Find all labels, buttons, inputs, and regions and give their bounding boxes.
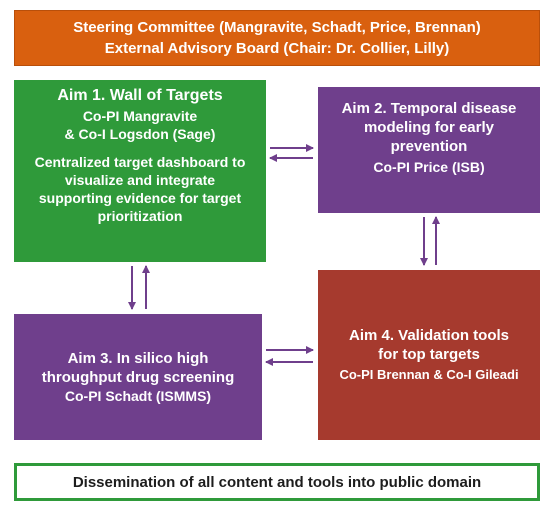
aim3-title-line-1: Aim 3. In silico high — [67, 350, 209, 367]
aim3-box: Aim 3. In silico high throughput drug sc… — [14, 314, 262, 440]
aim4-lead: Co-PI Brennan & Co-I Gileadi — [339, 367, 519, 382]
aim1-box: Aim 1. Wall of Targets Co-PI Mangravite … — [14, 80, 266, 262]
aim1-title: Aim 1. Wall of Targets — [57, 87, 223, 104]
aim1-desc-line-1: Centralized target dashboard to — [34, 154, 246, 170]
aim3-title-line-2: throughput drug screening — [41, 369, 235, 386]
steering-committee-text: Steering Committee (Mangravite, Schadt, … — [73, 19, 481, 36]
aim1-desc-line-3: supporting evidence for target — [38, 190, 242, 206]
steering-committee-box: Steering Committee (Mangravite, Schadt, … — [14, 10, 540, 66]
aim1-desc-line-2: visualize and integrate — [64, 172, 216, 188]
advisory-board-text: External Advisory Board (Chair: Dr. Coll… — [104, 40, 450, 57]
aim2-title: Aim 2. Temporal disease modeling for ear… — [332, 99, 527, 156]
aim1-lead-2: & Co-I Logsdon (Sage) — [64, 126, 216, 142]
aim1-description: Centralized target dashboard to visualiz… — [29, 153, 252, 225]
aim1-desc-line-4: prioritization — [97, 208, 183, 224]
aim2-title-line-1: Aim 2. Temporal disease — [341, 100, 517, 117]
aim2-title-line-2: modeling for early — [363, 119, 494, 136]
aim2-box: Aim 2. Temporal disease modeling for ear… — [318, 87, 540, 213]
dissemination-text: Dissemination of all content and tools i… — [72, 473, 482, 491]
dissemination-box: Dissemination of all content and tools i… — [14, 463, 540, 501]
aim4-box: Aim 4. Validation tools for top targets … — [318, 270, 540, 440]
aim1-lead-1: Co-PI Mangravite — [82, 108, 198, 124]
aim2-title-line-3: prevention — [390, 138, 468, 155]
aim3-lead: Co-PI Schadt (ISMMS) — [64, 388, 212, 404]
aim4-title-line-1: Aim 4. Validation tools — [348, 327, 510, 344]
aim4-title-line-2: for top targets — [378, 346, 480, 363]
aim2-lead: Co-PI Price (ISB) — [373, 159, 485, 175]
